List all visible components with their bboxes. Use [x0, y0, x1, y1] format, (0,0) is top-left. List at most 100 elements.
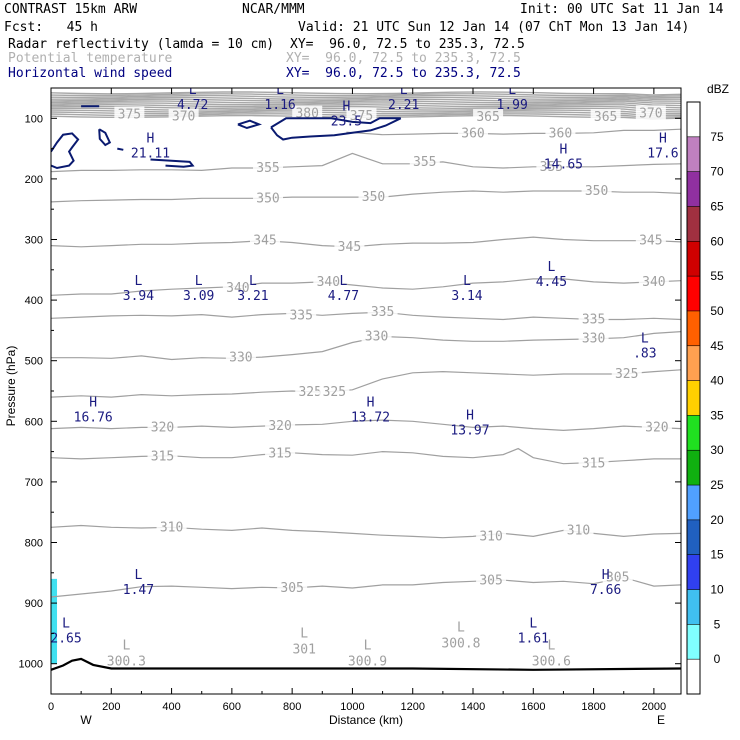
theta-contour-label: 370 [172, 109, 195, 124]
theta-label-bg [265, 418, 296, 433]
theta-label-bg [578, 455, 609, 470]
theta-contour-label: 355 [540, 160, 563, 175]
theta-label-bg [476, 572, 507, 587]
theta-label-bg [253, 159, 284, 174]
colorbar-swatch [687, 345, 700, 381]
x-tick-label: 1400 [461, 701, 485, 713]
theta-contour-label: 330 [365, 329, 388, 344]
wind-extremum-value: 3.21 [237, 289, 268, 304]
wind-extremum-type: L [463, 274, 471, 289]
theta-contour-label: 305 [280, 581, 303, 596]
center-label: NCAR/MMM [242, 2, 305, 17]
theta-label-bg [358, 189, 389, 204]
wind-extremum-type: L [135, 274, 143, 289]
theta-label-bg [346, 107, 377, 122]
wind-extremum-type: L [249, 274, 257, 289]
theta-contour-label: 340 [226, 281, 249, 296]
wind-extremum-type: L [529, 616, 537, 631]
theta-label-bg [536, 158, 567, 173]
colorbar-swatch [687, 206, 700, 242]
x-tick-label: 0 [48, 701, 54, 713]
field-xy-theta: XY= 96.0, 72.5 to 235.3, 72.5 [286, 51, 521, 66]
theta-label-bg [611, 366, 642, 381]
x-tick-label: 400 [162, 701, 180, 713]
theta-label-bg [641, 419, 672, 434]
colorbar-label: 60 [710, 234, 724, 248]
colorbar-label: 65 [710, 200, 724, 214]
wind-extremum-value: 3.14 [451, 289, 482, 304]
field-xy-wind: XY= 96.0, 72.5 to 235.3, 72.5 [286, 66, 521, 81]
theta-extremum-value: 300.3 [107, 655, 146, 670]
theta-contour-label: 330 [229, 351, 252, 366]
colorbar-swatch [687, 276, 700, 311]
wind-extremum-type: H [466, 409, 474, 424]
theta-label-bg [225, 349, 256, 364]
theta-label-bg [319, 384, 350, 399]
theta-band-line [51, 93, 681, 98]
theta-label-bg [222, 279, 253, 294]
reflectivity-patch [51, 578, 58, 664]
y-tick-label: 600 [25, 416, 43, 428]
wind-extremum-value: 4.77 [328, 289, 359, 304]
wind-extremum-type: H [367, 395, 375, 410]
theta-label-bg [563, 522, 594, 537]
wind-extremum-value: 1.61 [518, 631, 549, 646]
theta-contour-label: 320 [151, 420, 174, 435]
wind-extremum-value: 4.45 [536, 275, 567, 290]
theta-label-bg [473, 109, 504, 124]
theta-label-bg [295, 384, 326, 399]
wind-extremum-value: 14.65 [544, 158, 583, 173]
theta-contour-label: 350 [256, 191, 279, 206]
theta-band-line [51, 105, 681, 111]
theta-label-bg [253, 190, 284, 205]
theta-contour-label: 360 [461, 126, 484, 141]
x-tick-label: 1600 [521, 701, 545, 713]
colorbar-swatch [687, 102, 700, 137]
wind-contour [117, 147, 124, 151]
terrain-line [51, 657, 681, 671]
theta-contour-label: 375 [118, 108, 141, 123]
colorbar-frame [686, 101, 701, 695]
wind-extremum-value: 2.21 [388, 98, 419, 113]
field-name-theta: Potential temperature [8, 51, 173, 66]
wind-extremum-value: 13.72 [351, 410, 390, 425]
theta-label-bg [286, 307, 317, 322]
init-time: Init: 00 UTC Sat 11 Jan 14 [520, 2, 724, 17]
theta-contour-label: 355 [256, 161, 279, 176]
theta-band-line [51, 102, 681, 107]
colorbar-swatch [687, 659, 700, 694]
theta-contour-label: 340 [317, 275, 340, 290]
wind-extremum-type: H [89, 395, 97, 410]
theta-contour-335 [51, 311, 681, 321]
colorbar-swatch [687, 310, 700, 346]
theta-contour-label: 315 [582, 457, 605, 472]
wind-extremum-value: 16.76 [74, 410, 113, 425]
theta-label-bg [361, 328, 392, 343]
colorbar-swatch [687, 554, 700, 590]
x-tick-label: 800 [283, 701, 301, 713]
wind-extremum-type: L [547, 260, 555, 275]
wind-extremum-type: L [189, 83, 197, 98]
theta-contour-label: 315 [151, 449, 174, 464]
theta-contour-360 [346, 128, 681, 136]
forecast-hour: Fcst: 45 h [4, 20, 98, 35]
theta-contour-label: 345 [639, 234, 662, 249]
east-label: E [657, 713, 665, 727]
theta-extremum-type: L [364, 639, 372, 654]
theta-band-line [51, 103, 681, 109]
theta-label-bg [147, 448, 178, 463]
theta-label-bg [265, 445, 296, 460]
theta-contour-label: 340 [642, 275, 665, 290]
colorbar: 0 5 10 15 20 25 30 35 40 45 50 55 60 65 70 75 [686, 101, 724, 695]
theta-label-bg [581, 183, 612, 198]
wind-contour [51, 132, 80, 170]
theta-contour-label: 350 [585, 184, 608, 199]
colorbar-label: 15 [710, 548, 724, 562]
theta-contour-label: 335 [289, 308, 312, 323]
theta-contour-label: 330 [582, 331, 605, 346]
theta-band-line [51, 100, 681, 104]
wind-extremum-type: H [602, 568, 610, 583]
theta-contour-label: 325 [323, 385, 346, 400]
theta-contour-label: 355 [413, 155, 436, 170]
theta-label-bg [578, 330, 609, 345]
